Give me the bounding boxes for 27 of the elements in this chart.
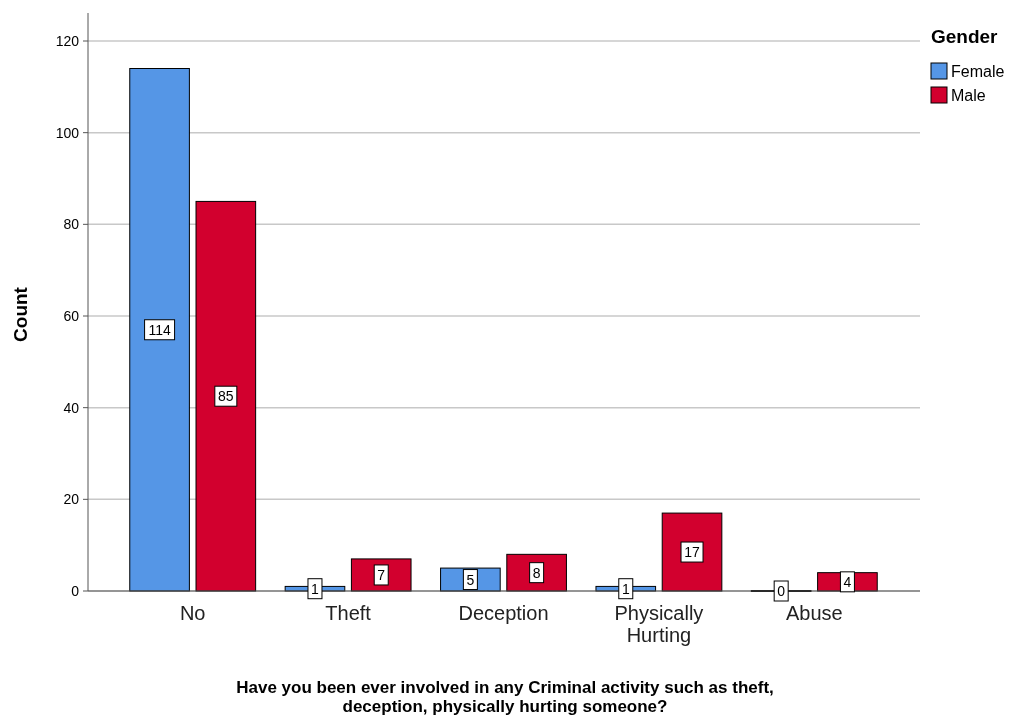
data-label: 0	[777, 583, 786, 599]
data-label: 7	[377, 566, 386, 583]
legend-title: Gender	[931, 26, 999, 47]
data-label: 17	[684, 544, 701, 561]
y-tick-label: 60	[63, 308, 80, 324]
data-label: 8	[532, 564, 541, 581]
y-tick-label: 0	[71, 583, 80, 599]
y-axis-title: Count	[10, 286, 31, 342]
x-tick-label: Theft	[325, 602, 372, 624]
data-label: 4	[843, 573, 852, 590]
data-label: 85	[218, 388, 234, 405]
y-tick-label: 100	[55, 124, 80, 141]
data-label: 5	[466, 571, 475, 588]
y-tick-label: 80	[63, 216, 80, 233]
x-tick-label: No	[179, 602, 206, 624]
data-label: 114	[148, 321, 171, 338]
x-tick-label: Physically Hurting	[614, 602, 704, 646]
y-tick-label: 40	[63, 399, 80, 416]
x-tick-label: Abuse	[785, 602, 843, 624]
legend-label: Male	[951, 87, 986, 104]
x-tick-label: Deception	[458, 602, 549, 624]
y-tick-label: 120	[55, 33, 80, 49]
y-tick-label: 20	[63, 491, 80, 508]
x-axis-title: Have you been ever involved in any Criminal activity such as theft, deception, physically hurting someone?	[236, 678, 774, 716]
data-label: 1	[621, 580, 630, 597]
data-label: 1	[311, 580, 320, 597]
legend-label: Female	[951, 63, 1005, 80]
